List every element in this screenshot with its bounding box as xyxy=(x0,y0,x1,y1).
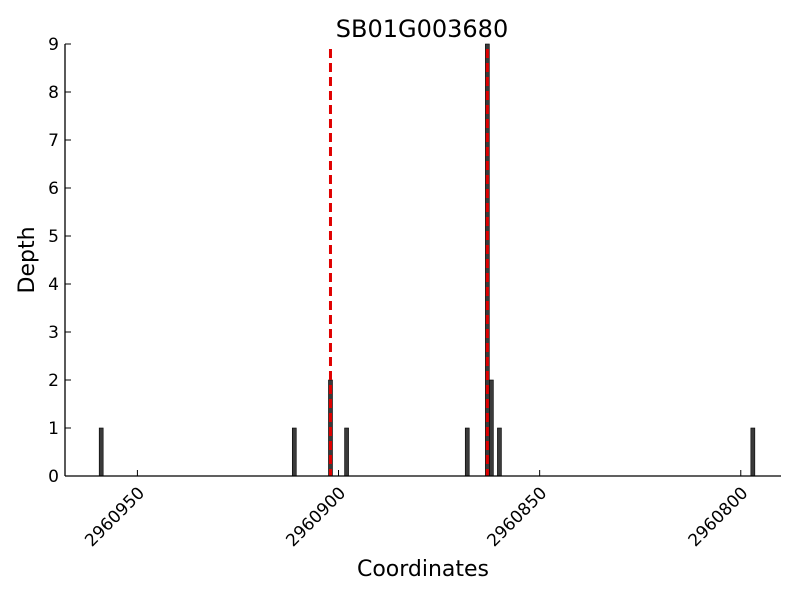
y-tick-label: 1 xyxy=(48,419,59,439)
depth-bar xyxy=(344,427,349,477)
chart-title: SB01G003680 xyxy=(336,15,508,43)
y-axis-label: Depth xyxy=(15,226,40,293)
y-tick-label: 5 xyxy=(48,227,59,247)
depth-bar xyxy=(489,379,494,477)
depth-bar xyxy=(750,427,756,477)
y-tick-label: 2 xyxy=(48,371,59,391)
y-tick-label: 7 xyxy=(48,131,59,151)
x-tick-label: 2960950 xyxy=(81,483,149,551)
x-tick-label: 2960800 xyxy=(685,483,753,551)
y-tick-label: 8 xyxy=(48,83,59,103)
depth-bar xyxy=(291,427,297,477)
y-tick-label: 4 xyxy=(48,275,59,295)
x-tick-label: 2960850 xyxy=(484,483,552,551)
depth-bar xyxy=(497,427,502,477)
y-tick-label: 3 xyxy=(48,323,59,343)
y-tick-label: 6 xyxy=(48,179,59,199)
y-tick-label: 0 xyxy=(48,467,59,487)
depth-bar xyxy=(98,427,104,477)
x-tick-label: 2960900 xyxy=(282,483,350,551)
y-ticks: 0 1 2 3 4 5 6 7 8 9 xyxy=(48,35,71,487)
depth-bar xyxy=(464,427,470,477)
y-tick-label: 9 xyxy=(48,35,59,55)
x-axis-label: Coordinates xyxy=(357,557,489,582)
x-ticks: 2960950 2960900 2960850 2960800 xyxy=(81,470,752,551)
plot-area xyxy=(98,43,756,477)
